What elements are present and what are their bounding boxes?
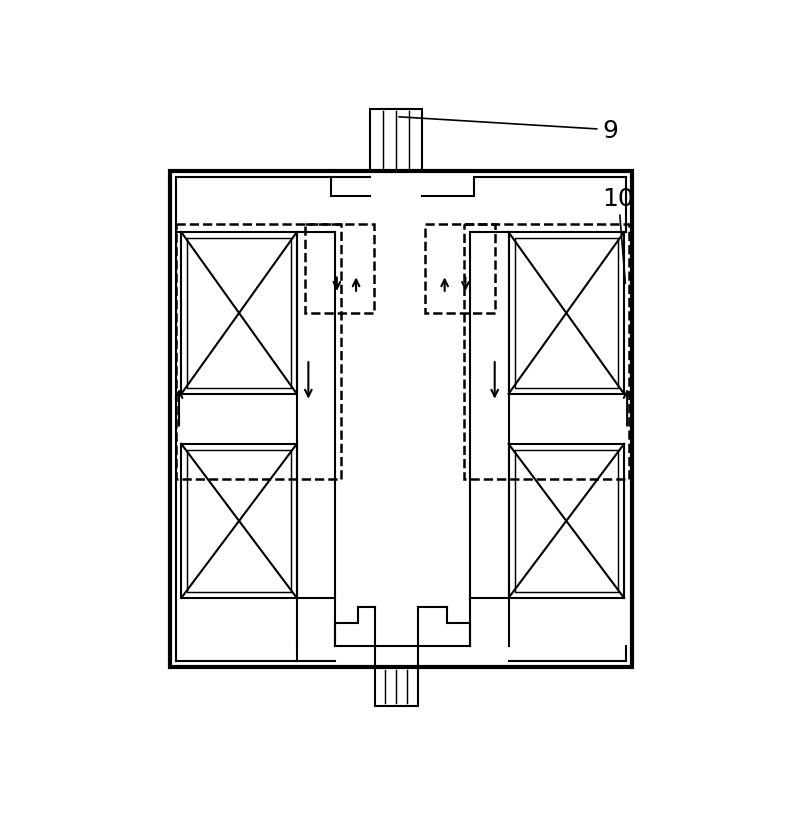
- Bar: [305, 225, 374, 314]
- Text: 10: 10: [602, 186, 634, 284]
- Bar: [514, 239, 618, 388]
- Bar: [426, 225, 494, 314]
- Bar: [297, 233, 335, 598]
- Bar: [182, 233, 297, 395]
- Bar: [182, 445, 297, 598]
- Bar: [187, 239, 290, 388]
- Text: 9: 9: [399, 118, 618, 143]
- Bar: [509, 233, 624, 395]
- Bar: [170, 171, 632, 667]
- Bar: [187, 450, 290, 592]
- Bar: [514, 450, 618, 592]
- Bar: [370, 110, 422, 171]
- Bar: [176, 225, 342, 479]
- Bar: [464, 225, 630, 479]
- Bar: [509, 445, 624, 598]
- Bar: [375, 667, 418, 706]
- Bar: [470, 233, 509, 598]
